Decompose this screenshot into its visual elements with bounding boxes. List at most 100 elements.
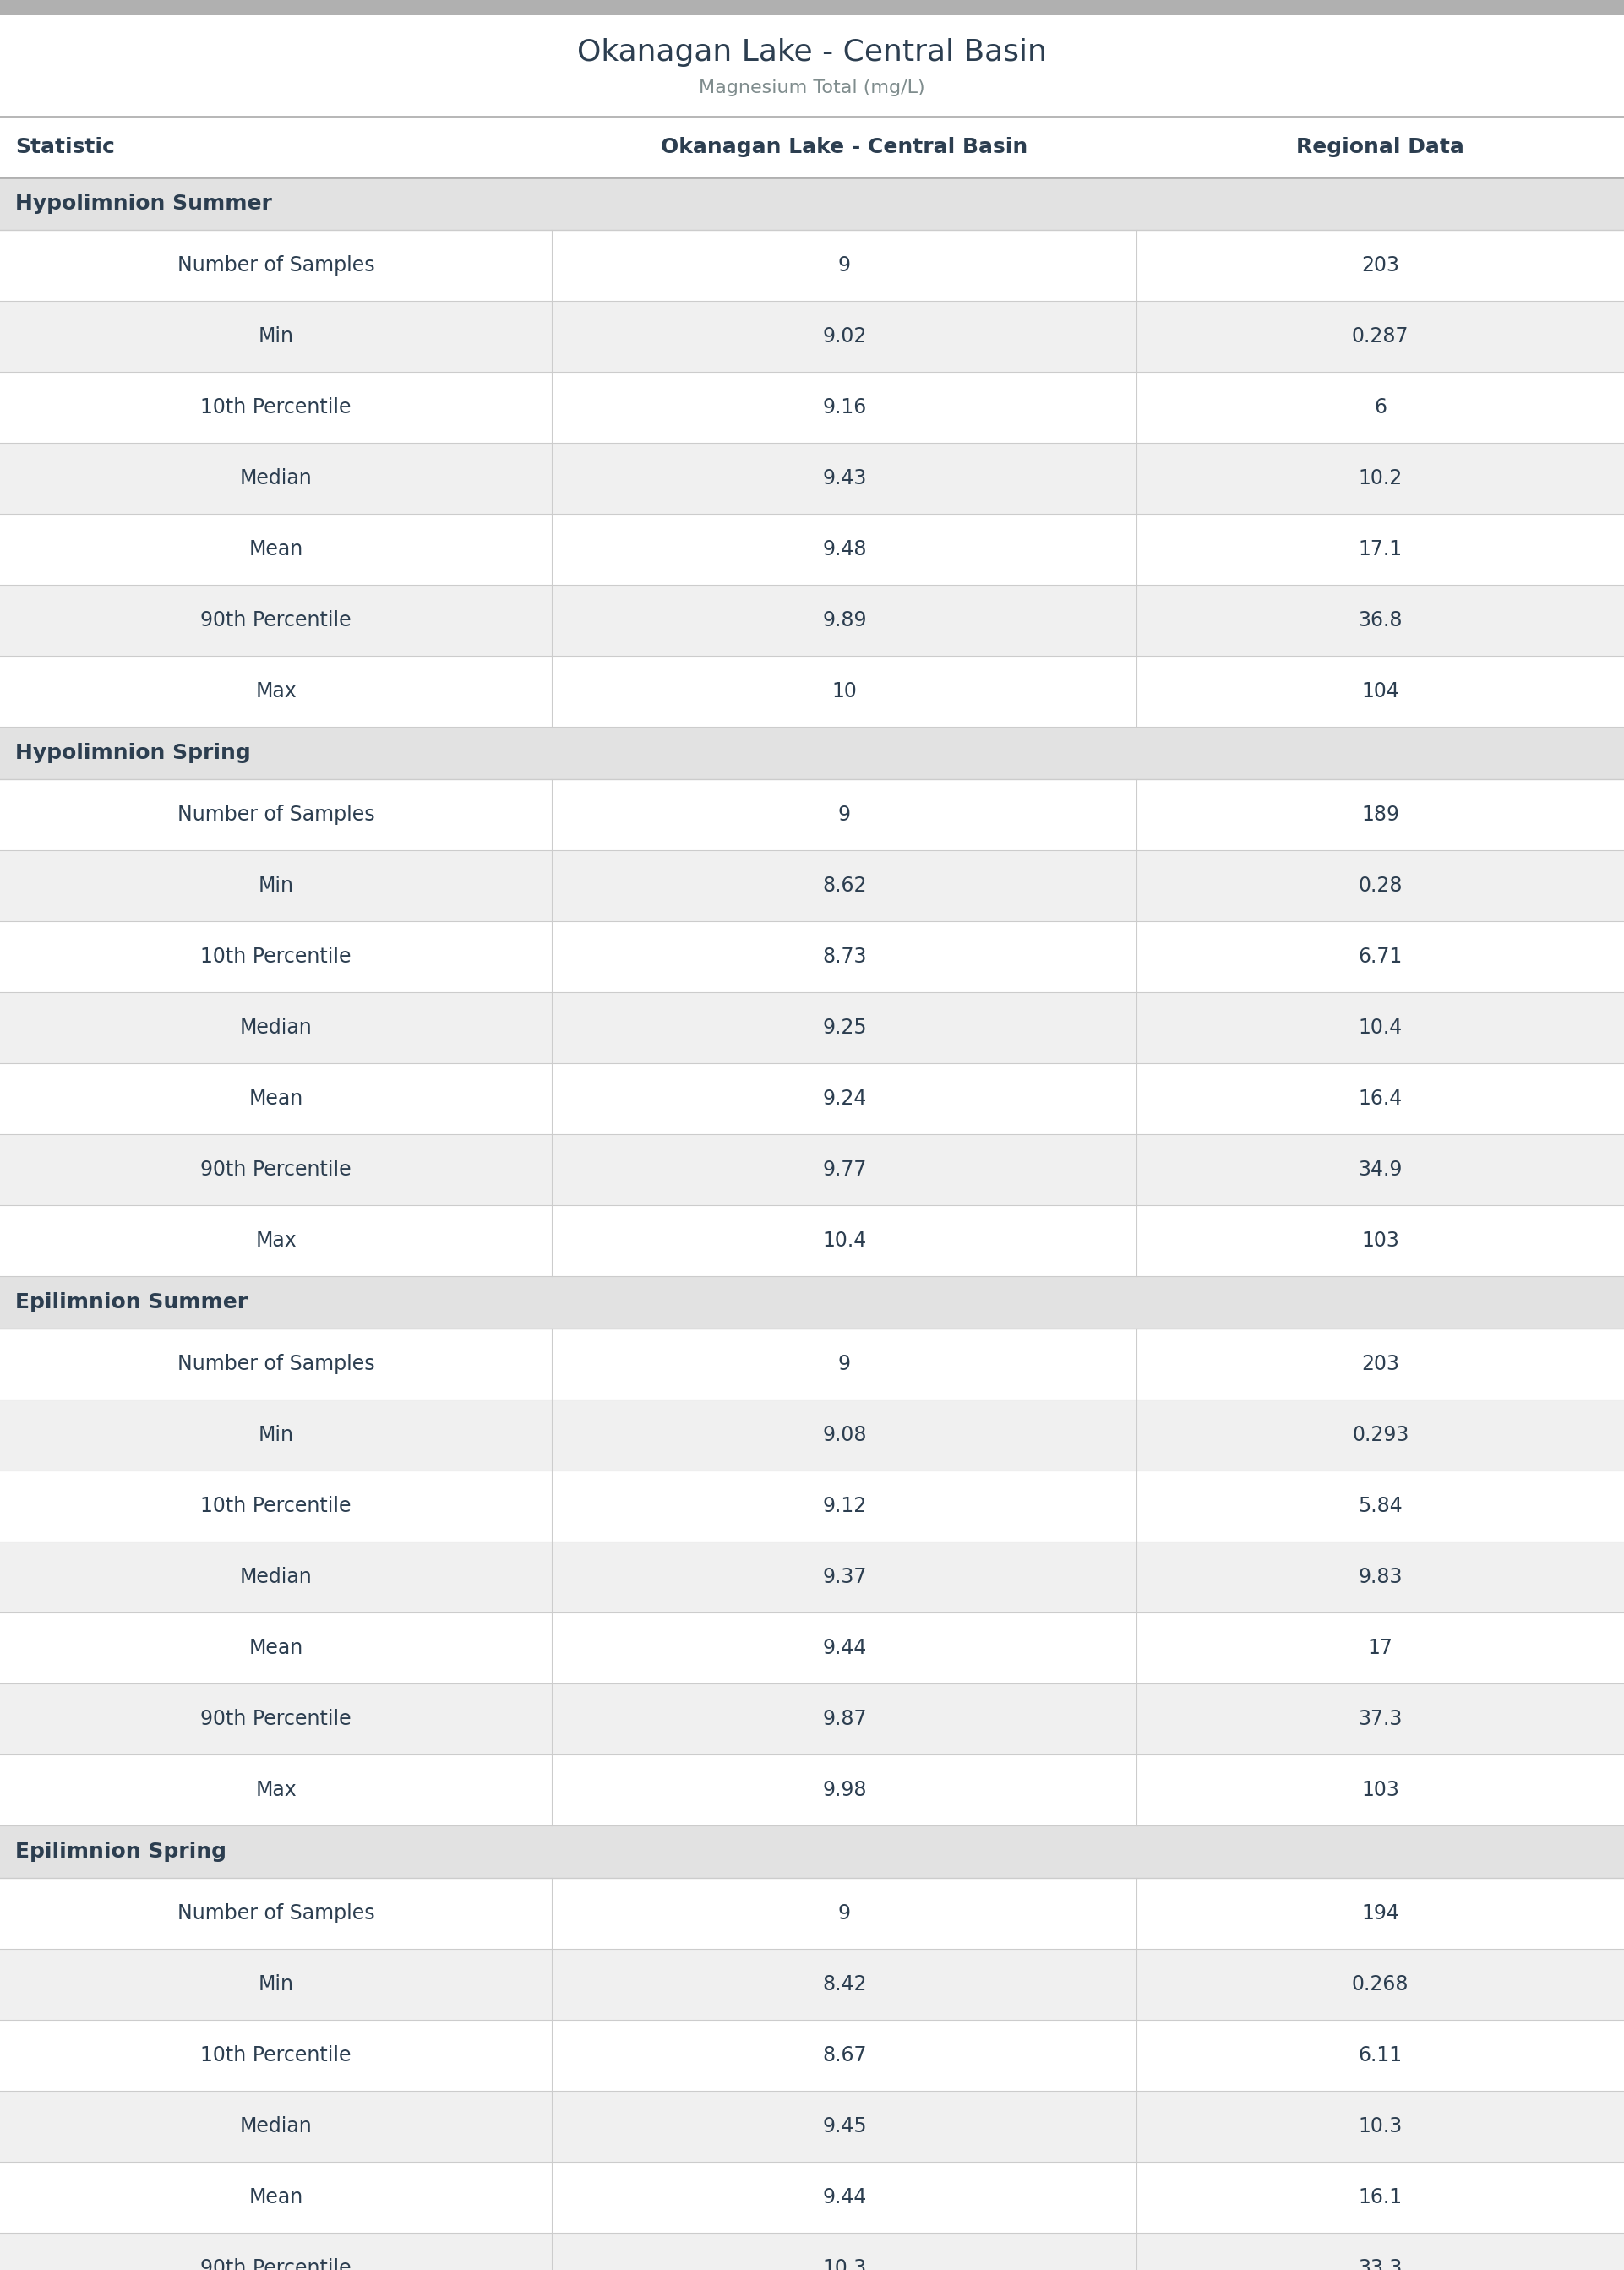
Bar bbox=[0, 513, 1624, 586]
Text: 9.08: 9.08 bbox=[822, 1426, 867, 1446]
Bar bbox=[0, 0, 1624, 16]
Text: Hypolimnion Spring: Hypolimnion Spring bbox=[15, 742, 250, 763]
Text: Median: Median bbox=[240, 2116, 312, 2136]
Text: Mean: Mean bbox=[248, 1090, 304, 1108]
Text: Epilimnion Spring: Epilimnion Spring bbox=[15, 1841, 226, 1861]
Text: 9.45: 9.45 bbox=[822, 2116, 867, 2136]
Bar bbox=[0, 656, 1624, 726]
Bar bbox=[0, 2020, 1624, 2091]
Bar bbox=[0, 302, 1624, 372]
Text: 9.77: 9.77 bbox=[822, 1160, 867, 1180]
Text: 10.4: 10.4 bbox=[822, 1230, 867, 1251]
Bar bbox=[0, 779, 1624, 851]
Text: 9.25: 9.25 bbox=[822, 1017, 867, 1037]
Text: 194: 194 bbox=[1361, 1902, 1400, 1923]
Text: Regional Data: Regional Data bbox=[1296, 136, 1465, 157]
Text: 203: 203 bbox=[1361, 1353, 1400, 1373]
Text: 10th Percentile: 10th Percentile bbox=[201, 1496, 351, 1516]
Text: 10th Percentile: 10th Percentile bbox=[201, 2045, 351, 2066]
Bar bbox=[0, 1877, 1624, 1950]
Bar bbox=[0, 1541, 1624, 1612]
Text: Number of Samples: Number of Samples bbox=[177, 254, 375, 275]
Text: Okanagan Lake - Central Basin: Okanagan Lake - Central Basin bbox=[661, 136, 1028, 157]
Bar bbox=[0, 229, 1624, 302]
Bar bbox=[0, 1328, 1624, 1401]
Bar bbox=[0, 2091, 1624, 2161]
Bar bbox=[0, 372, 1624, 443]
Text: 9: 9 bbox=[838, 1902, 851, 1923]
Text: 9: 9 bbox=[838, 254, 851, 275]
Text: 17.1: 17.1 bbox=[1358, 540, 1403, 558]
Text: Min: Min bbox=[258, 1975, 294, 1995]
Bar bbox=[0, 2161, 1624, 2234]
Text: 9.87: 9.87 bbox=[822, 1709, 867, 1730]
Bar bbox=[0, 1612, 1624, 1684]
Text: Min: Min bbox=[258, 327, 294, 347]
Text: 8.67: 8.67 bbox=[822, 2045, 867, 2066]
Text: Max: Max bbox=[255, 681, 297, 701]
Text: 9.83: 9.83 bbox=[1358, 1566, 1403, 1587]
Text: 90th Percentile: 90th Percentile bbox=[201, 1160, 351, 1180]
Bar bbox=[0, 992, 1624, 1062]
Bar bbox=[0, 1401, 1624, 1471]
Text: Hypolimnion Summer: Hypolimnion Summer bbox=[15, 193, 271, 213]
Bar bbox=[0, 1825, 1624, 1877]
Text: 37.3: 37.3 bbox=[1358, 1709, 1403, 1730]
Bar bbox=[0, 1276, 1624, 1328]
Text: Median: Median bbox=[240, 1566, 312, 1587]
Text: 33.3: 33.3 bbox=[1358, 2259, 1403, 2270]
Text: Min: Min bbox=[258, 876, 294, 897]
Text: 189: 189 bbox=[1361, 804, 1400, 824]
Text: 10: 10 bbox=[831, 681, 857, 701]
Text: 9.44: 9.44 bbox=[822, 1639, 867, 1657]
Bar bbox=[0, 922, 1624, 992]
Text: Number of Samples: Number of Samples bbox=[177, 1902, 375, 1923]
Text: 90th Percentile: 90th Percentile bbox=[201, 1709, 351, 1730]
Bar bbox=[0, 726, 1624, 779]
Text: 9.16: 9.16 bbox=[822, 397, 867, 418]
Text: 17: 17 bbox=[1367, 1639, 1393, 1657]
Text: 10th Percentile: 10th Percentile bbox=[201, 397, 351, 418]
Text: Max: Max bbox=[255, 1780, 297, 1800]
Text: 5.84: 5.84 bbox=[1358, 1496, 1403, 1516]
Text: 9.48: 9.48 bbox=[822, 540, 867, 558]
Text: 203: 203 bbox=[1361, 254, 1400, 275]
Text: 9.44: 9.44 bbox=[822, 2188, 867, 2206]
Text: 9.02: 9.02 bbox=[822, 327, 867, 347]
Text: 103: 103 bbox=[1361, 1230, 1400, 1251]
Text: 8.42: 8.42 bbox=[822, 1975, 867, 1995]
Text: 90th Percentile: 90th Percentile bbox=[201, 2259, 351, 2270]
Bar bbox=[0, 1755, 1624, 1825]
Text: 6: 6 bbox=[1374, 397, 1387, 418]
Bar bbox=[0, 586, 1624, 656]
Text: 8.62: 8.62 bbox=[822, 876, 867, 897]
Text: Number of Samples: Number of Samples bbox=[177, 804, 375, 824]
Text: 90th Percentile: 90th Percentile bbox=[201, 611, 351, 631]
Text: 9.98: 9.98 bbox=[822, 1780, 867, 1800]
Text: Number of Samples: Number of Samples bbox=[177, 1353, 375, 1373]
Text: Epilimnion Summer: Epilimnion Summer bbox=[15, 1292, 248, 1312]
Bar bbox=[0, 177, 1624, 229]
Text: Median: Median bbox=[240, 1017, 312, 1037]
Text: 10th Percentile: 10th Percentile bbox=[201, 947, 351, 967]
Text: 103: 103 bbox=[1361, 1780, 1400, 1800]
Text: Magnesium Total (mg/L): Magnesium Total (mg/L) bbox=[698, 79, 926, 98]
Text: 9: 9 bbox=[838, 804, 851, 824]
Text: 34.9: 34.9 bbox=[1358, 1160, 1403, 1180]
Bar bbox=[0, 851, 1624, 922]
Text: 9.24: 9.24 bbox=[822, 1090, 867, 1108]
Text: 104: 104 bbox=[1361, 681, 1400, 701]
Text: 9.12: 9.12 bbox=[822, 1496, 867, 1516]
Text: Okanagan Lake - Central Basin: Okanagan Lake - Central Basin bbox=[577, 39, 1047, 68]
Text: 16.1: 16.1 bbox=[1358, 2188, 1403, 2206]
Text: Mean: Mean bbox=[248, 1639, 304, 1657]
Text: Mean: Mean bbox=[248, 2188, 304, 2206]
Bar bbox=[0, 1950, 1624, 2020]
Bar bbox=[0, 116, 1624, 177]
Text: 9.37: 9.37 bbox=[822, 1566, 867, 1587]
Text: 0.293: 0.293 bbox=[1351, 1426, 1410, 1446]
Text: 0.268: 0.268 bbox=[1351, 1975, 1410, 1995]
Text: 10.3: 10.3 bbox=[822, 2259, 867, 2270]
Text: Min: Min bbox=[258, 1426, 294, 1446]
Text: Max: Max bbox=[255, 1230, 297, 1251]
